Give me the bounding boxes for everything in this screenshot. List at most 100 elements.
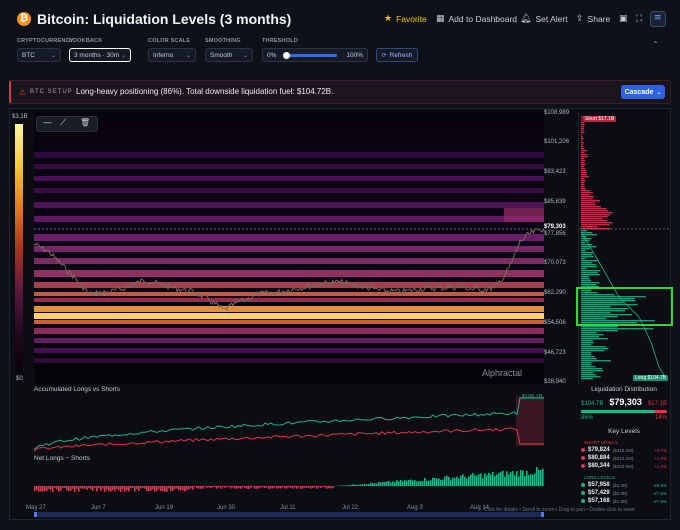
net-bar — [100, 486, 102, 491]
chevron-down-icon: ⌄ — [120, 51, 126, 59]
net-bar — [520, 470, 522, 486]
net-bar — [348, 485, 350, 486]
histogram-bar — [581, 352, 592, 354]
key-level-row-short[interactable]: $80,884 ($510.2M) +1.3% — [578, 454, 670, 462]
net-bar — [526, 470, 528, 486]
smoothing-select[interactable]: Smooth ⌄ — [205, 48, 253, 62]
net-bar — [504, 476, 506, 487]
net-bar — [302, 486, 304, 489]
color-scale-select[interactable]: Inferno ⌄ — [148, 48, 196, 62]
net-bar — [432, 477, 434, 487]
histogram-bar — [581, 306, 611, 308]
key-level-row-short[interactable]: $80,344 ($320.9M) +1.3% — [578, 462, 670, 470]
refresh-button[interactable]: ⟳ Refresh — [376, 48, 418, 62]
net-bar — [374, 483, 376, 486]
trash-icon[interactable]: 🗑︎ — [80, 118, 91, 127]
heatmap-band — [34, 188, 544, 193]
net-bar — [534, 473, 536, 487]
net-bar — [276, 486, 278, 489]
share-button[interactable]: ⇪ Share — [576, 14, 610, 24]
net-bar — [268, 486, 270, 489]
favorite-button[interactable]: ★ Favorite — [384, 14, 427, 24]
histogram-bar — [581, 146, 583, 148]
key-level-row-long[interactable]: $57,429 ($2.0B) -27.6% — [578, 489, 670, 497]
scrollbar-left-handle[interactable] — [34, 512, 37, 517]
trend-line-tool-icon[interactable]: ⟋ — [60, 118, 67, 128]
net-bar — [480, 473, 482, 487]
histogram-bar — [581, 282, 600, 284]
crypto-select[interactable]: BTC ⌄ — [17, 48, 61, 62]
net-bar — [238, 486, 240, 489]
level-dot — [581, 491, 585, 495]
histogram-bar — [581, 270, 601, 272]
net-bar — [494, 476, 496, 486]
net-bar — [462, 474, 464, 487]
accumulated-chart[interactable] — [34, 394, 544, 452]
add-dashboard-label: Add to Dashboard — [448, 14, 518, 24]
lookback-select[interactable]: 3 months · 30m ⌄ — [69, 48, 131, 62]
chevron-down-icon: ⌄ — [185, 51, 191, 59]
net-bar — [58, 486, 60, 492]
histogram-bar — [581, 196, 595, 198]
threshold-slider-handle[interactable] — [283, 51, 291, 59]
heatmap-band — [34, 358, 544, 363]
set-alert-label: Set Alert — [535, 14, 568, 24]
horizontal-line-tool-icon[interactable]: — — [43, 118, 52, 128]
net-bar — [538, 469, 540, 487]
net-longs-shorts-chart[interactable] — [34, 462, 544, 504]
net-bar — [388, 480, 390, 486]
short-total-tag: Short $17.1B — [583, 116, 617, 122]
net-bar — [522, 470, 524, 487]
histogram-bar — [581, 210, 608, 212]
cascade-label: Cascade — [624, 88, 654, 96]
net-bar — [288, 486, 290, 488]
net-title: Net Longs − Shorts — [34, 455, 90, 462]
net-bar — [298, 486, 300, 488]
key-level-row-long[interactable]: $57,168 ($1.9B) -27.9% — [578, 497, 670, 505]
settings-toggle-button[interactable]: ≡ — [650, 11, 666, 27]
collapse-controls-icon[interactable]: ⌃ — [652, 40, 659, 49]
screenshot-button[interactable]: ▣ — [619, 14, 628, 24]
net-bar — [56, 486, 58, 490]
net-bar — [360, 484, 362, 487]
net-bar — [266, 486, 268, 488]
histogram-bar — [581, 128, 584, 130]
net-bar — [270, 486, 272, 489]
net-bar — [76, 486, 78, 489]
price-tick: $62,290 — [544, 290, 566, 296]
net-bar — [392, 481, 394, 487]
level-price: $80,884 — [588, 455, 610, 461]
key-level-row-short[interactable]: $79,824 ($415.2M) +0.7% — [578, 446, 670, 454]
net-bar — [286, 486, 288, 489]
net-bar — [540, 469, 542, 486]
net-bar — [136, 486, 138, 489]
add-to-dashboard-button[interactable]: ▦ Add to Dashboard — [436, 14, 517, 24]
histogram-bar — [581, 264, 597, 266]
histogram-bar — [581, 258, 586, 260]
long-ratio-fill — [581, 410, 655, 413]
net-bar — [60, 486, 62, 491]
net-bar — [498, 473, 500, 486]
scrollbar-right-handle[interactable] — [541, 512, 544, 517]
key-level-row-long[interactable]: $57,958 ($2.4B) -26.9% — [578, 481, 670, 489]
heatmap-band — [34, 320, 544, 324]
time-range-scrollbar[interactable] — [34, 512, 544, 517]
histogram-bar — [581, 174, 587, 176]
net-bar — [118, 486, 120, 491]
liquidation-heatmap[interactable]: Alphractal — [34, 112, 544, 384]
net-bar — [356, 484, 358, 486]
histogram-bar — [581, 156, 588, 158]
net-bar — [330, 486, 332, 489]
threshold-slider-track[interactable] — [283, 51, 338, 59]
net-bar — [446, 475, 448, 486]
fullscreen-button[interactable]: ⛶ — [636, 14, 642, 24]
drawing-toolbar: — ⟋ 🗑︎ — [36, 116, 98, 132]
histogram-bar — [581, 172, 587, 174]
net-bar — [202, 486, 204, 489]
set-alert-button[interactable]: 🔔︎ Set Alert — [520, 14, 568, 24]
histogram-bar — [581, 328, 654, 330]
cascade-dropdown[interactable]: Cascade ⌄ — [621, 85, 665, 99]
histogram-envelope — [580, 231, 668, 381]
smoothing-value: Smooth — [210, 51, 233, 59]
net-bar — [102, 486, 104, 489]
